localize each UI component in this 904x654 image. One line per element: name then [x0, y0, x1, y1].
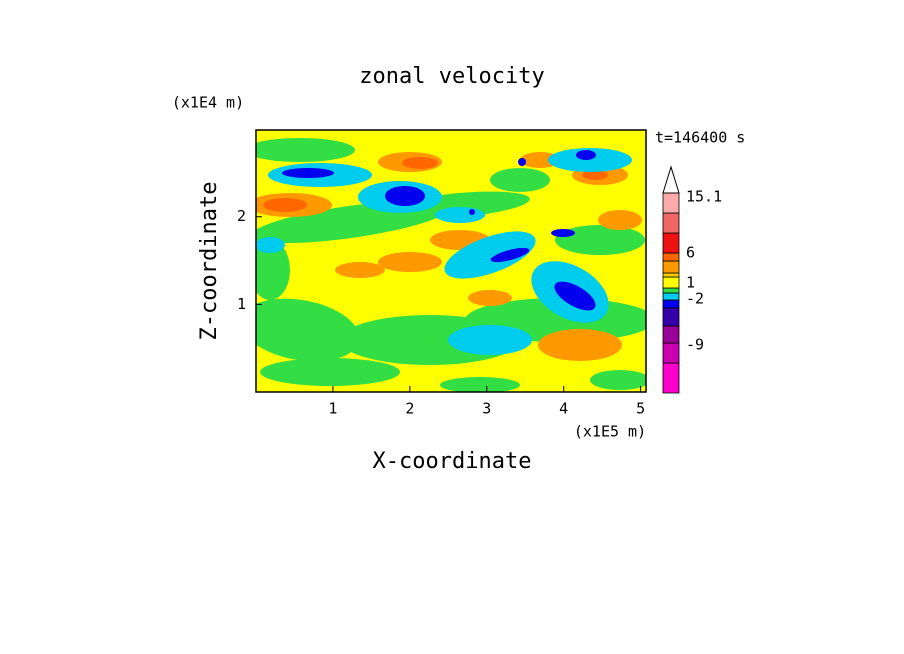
- x-tick-label: 2: [405, 400, 414, 418]
- colorbar-segment: [662, 212, 680, 234]
- colorbar-segment: [662, 192, 680, 214]
- contour-region: [576, 150, 596, 160]
- y-axis-title: Z-coordinate: [197, 182, 222, 341]
- x-tick-label: 4: [559, 400, 568, 418]
- contour-region: [256, 237, 285, 253]
- contour-region: [469, 209, 475, 215]
- contour-region: [538, 329, 622, 361]
- contour-region: [256, 138, 355, 162]
- contour-region: [590, 370, 646, 390]
- contour-region: [435, 207, 485, 223]
- colorbar-segment: [662, 325, 680, 344]
- contour-region: [582, 170, 608, 180]
- colorbar-segment: [662, 307, 680, 327]
- colorbar-label: 6: [686, 244, 695, 262]
- contour-region: [440, 377, 520, 392]
- contour-region: [385, 186, 425, 206]
- contour-region: [551, 229, 575, 237]
- contour-region: [598, 210, 642, 230]
- contour-region: [263, 198, 307, 212]
- colorbar-segment: [662, 299, 680, 309]
- contour-region: [490, 168, 550, 192]
- x-axis-title: X-coordinate: [373, 449, 532, 474]
- colorbar-label: -9: [686, 336, 704, 354]
- contour-region: [256, 298, 360, 362]
- y-tick-label: 1: [237, 295, 246, 313]
- colorbar-segment: [662, 342, 680, 364]
- contour-region: [518, 158, 526, 166]
- contour-region: [520, 152, 560, 168]
- colorbar-segment: [662, 287, 680, 294]
- contour-region: [548, 148, 632, 172]
- contour-region: [260, 358, 400, 386]
- y-tick-label: 2: [237, 207, 246, 225]
- colorbar-segment: [662, 252, 680, 262]
- x-tick-label: 3: [482, 400, 491, 418]
- contour-region: [282, 168, 334, 178]
- plot-frame: [255, 129, 647, 393]
- chart-title: zonal velocity: [359, 64, 544, 89]
- y-unit: (x1E4 m): [172, 94, 244, 112]
- colorbar-segment: [662, 276, 680, 289]
- contour-region: [555, 225, 645, 255]
- contour-region: [468, 290, 512, 306]
- contour-region: [378, 252, 442, 272]
- colorbar-segment: [662, 272, 680, 278]
- x-unit: (x1E5 m): [574, 423, 646, 441]
- x-tick-label: 5: [636, 400, 645, 418]
- colorbar-segment: [662, 292, 680, 301]
- colorbar-segment: [662, 260, 680, 274]
- contour-region: [402, 157, 438, 169]
- time-label: t=146400 s: [655, 129, 745, 147]
- contour-region: [554, 281, 596, 311]
- contour-field: [256, 130, 646, 392]
- contour-region: [256, 240, 290, 300]
- colorbar-label: 1: [686, 274, 695, 292]
- contour-region: [448, 325, 532, 355]
- contour-region: [335, 262, 385, 278]
- colorbar-arrow: [662, 165, 680, 194]
- colorbar-label: 15.1: [686, 188, 722, 206]
- contour-region: [444, 231, 536, 279]
- colorbar-label: -2: [686, 290, 704, 308]
- colorbar-segment: [662, 362, 680, 394]
- contour-region: [490, 247, 530, 263]
- colorbar-segment: [662, 232, 680, 254]
- x-tick-label: 1: [328, 400, 337, 418]
